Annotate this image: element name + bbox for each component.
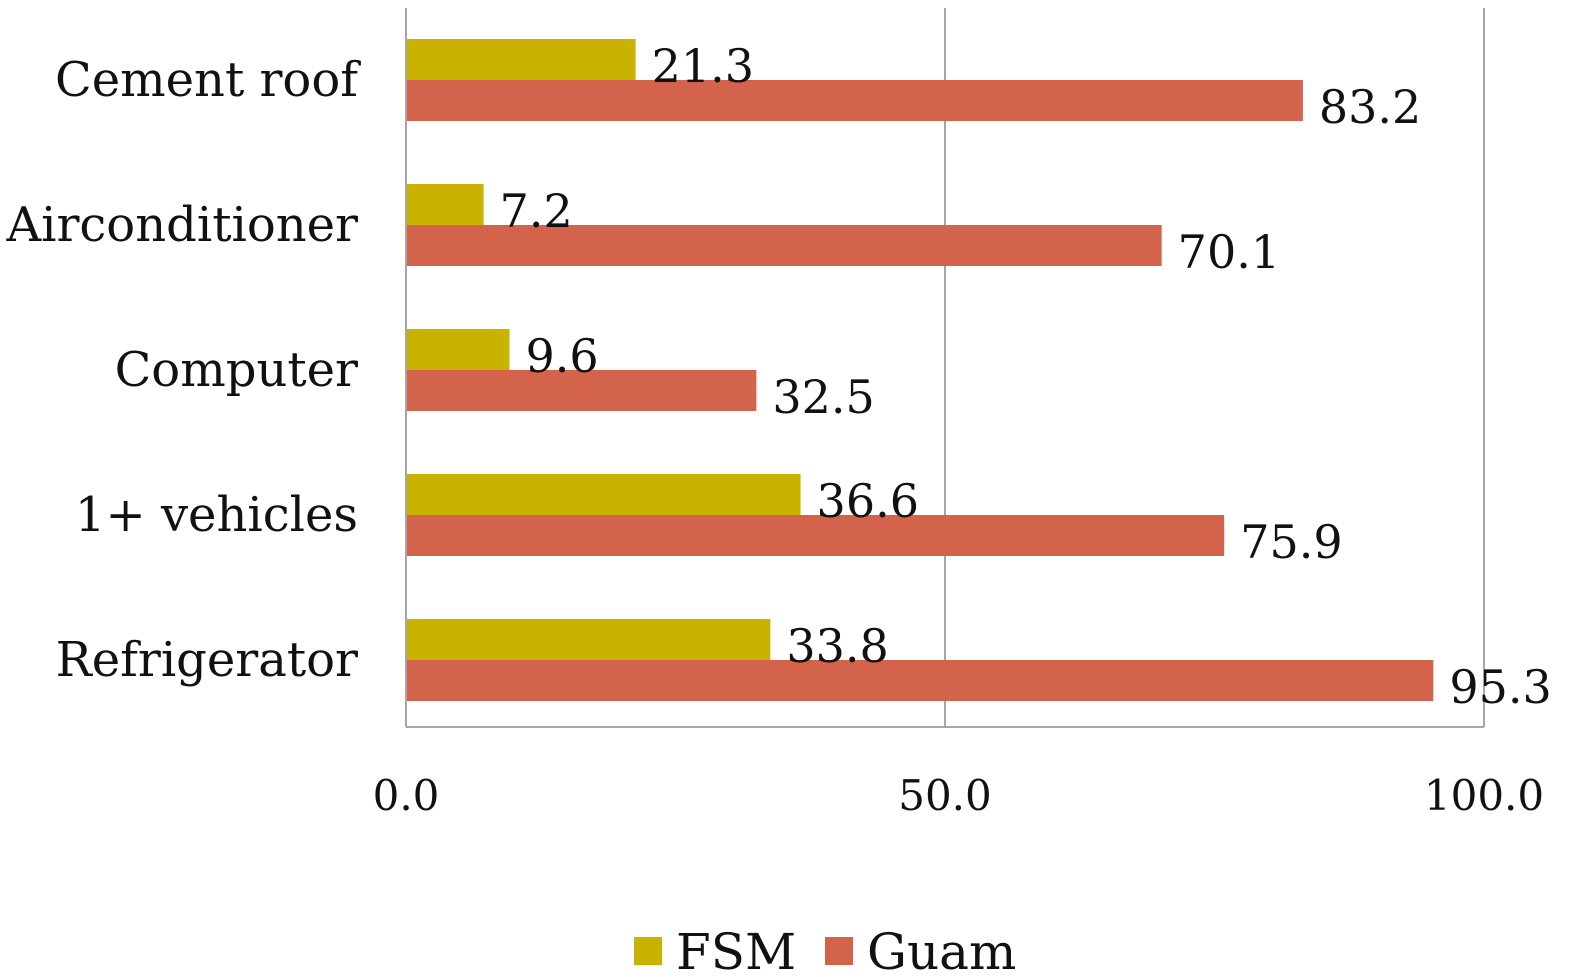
labels: 0.0 50.0 100.0 Cement roof 21.3 83.2 Aircondit…	[5, 39, 1551, 820]
data-label-fsm-1: 7.2	[500, 184, 573, 238]
data-label-guam-2: 32.5	[772, 370, 874, 424]
data-label-guam-0: 83.2	[1319, 80, 1421, 134]
data-label-guam-1: 70.1	[1178, 225, 1280, 279]
category-label-2: Computer	[115, 342, 358, 398]
bar-guam-4	[406, 660, 1434, 701]
bar-fsm-1	[406, 184, 484, 225]
axes	[405, 8, 1484, 728]
data-label-fsm-2: 9.6	[525, 329, 598, 383]
legend: FSM Guam	[634, 923, 1016, 977]
category-label-1: Airconditioner	[5, 197, 358, 253]
bar-fsm-0	[406, 39, 636, 80]
bar-guam-3	[406, 515, 1225, 556]
bar-guam-2	[406, 370, 757, 411]
data-label-guam-4: 95.3	[1449, 660, 1551, 714]
bar-guam-0	[406, 80, 1303, 121]
x-tick-label-2: 100.0	[1424, 771, 1544, 820]
legend-label-fsm: FSM	[676, 923, 796, 977]
legend-swatch-guam	[825, 937, 853, 965]
bars	[406, 39, 1434, 701]
bar-fsm-2	[406, 329, 510, 370]
category-label-4: Refrigerator	[56, 632, 358, 688]
data-label-fsm-4: 33.8	[786, 619, 888, 673]
bar-fsm-4	[406, 619, 771, 660]
data-label-fsm-3: 36.6	[817, 474, 919, 528]
legend-swatch-fsm	[634, 937, 662, 965]
data-label-guam-3: 75.9	[1240, 515, 1342, 569]
x-tick-label-1: 50.0	[898, 771, 992, 820]
data-label-fsm-0: 21.3	[652, 39, 754, 93]
x-tick-label-0: 0.0	[373, 771, 440, 820]
category-label-0: Cement roof	[55, 52, 361, 108]
bar-guam-1	[406, 225, 1162, 266]
bar-fsm-3	[406, 474, 801, 515]
category-label-3: 1+ vehicles	[75, 487, 358, 543]
legend-label-guam: Guam	[867, 923, 1016, 977]
